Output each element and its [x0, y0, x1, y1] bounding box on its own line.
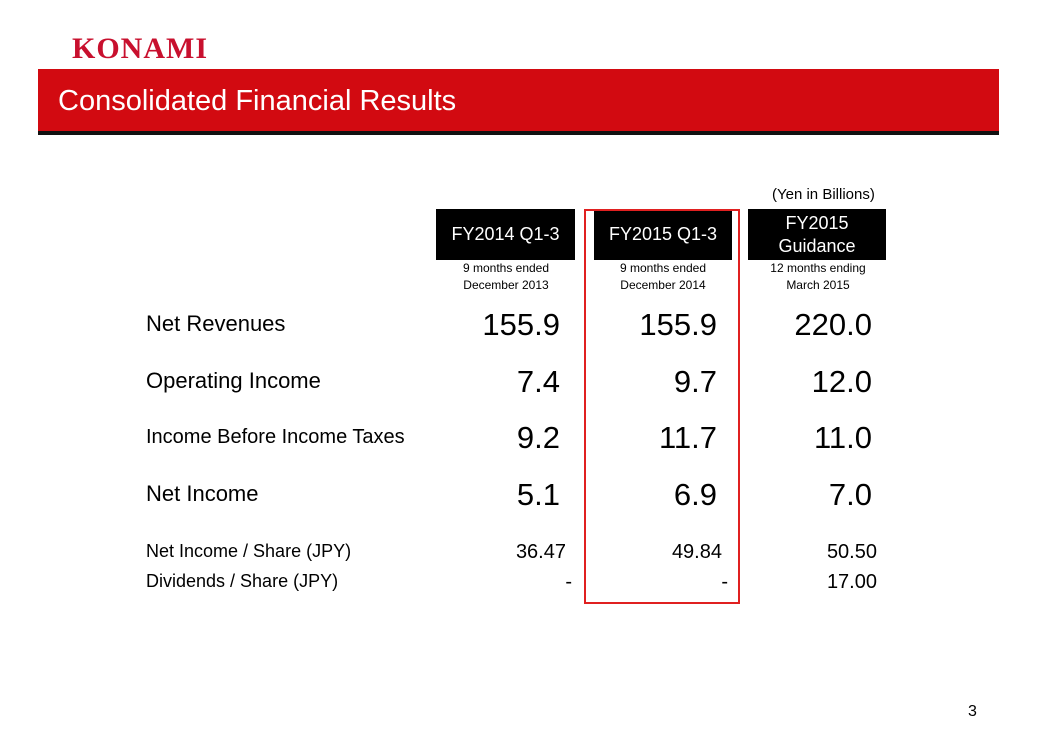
row-label-net-income-per-share: Net Income / Share (JPY) [146, 541, 352, 561]
value-net-income-per-share-fy2014: 36.47 [515, 541, 566, 563]
value-dividends-per-share-fy2015: - [721, 571, 728, 593]
value-net-income-per-share-guidance: 50.50 [826, 541, 877, 563]
column-subheader-line1: 12 months ending [770, 261, 866, 275]
value-dividends-per-share-guidance: 17.00 [826, 571, 877, 593]
value-operating-income-fy2015: 9.7 [673, 364, 717, 399]
column-subheader-line2: March 2015 [786, 278, 850, 292]
column-subheader-fy2015: 9 months ended December 2014 [588, 260, 738, 294]
page-title: Consolidated Financial Results [58, 85, 457, 117]
column-header-label: FY2015 Q1-3 [608, 224, 718, 244]
value-net-income-guidance: 7.0 [828, 477, 872, 512]
value-operating-income-guidance: 12.0 [811, 364, 872, 399]
column-header-label: FY2014 Q1-3 [451, 224, 560, 244]
value-income-before-taxes-fy2015: 11.7 [658, 420, 717, 455]
value-income-before-taxes-guidance: 11.0 [813, 420, 872, 455]
row-label-income-before-taxes: Income Before Income Taxes [146, 426, 405, 448]
value-dividends-per-share-fy2014: - [565, 571, 572, 593]
column-header-label-line1: FY2015 [785, 212, 849, 233]
value-net-revenues-guidance: 220.0 [794, 307, 872, 342]
column-header-label-line2: Guidance [778, 235, 856, 256]
column-subheader-fy2014: 9 months ended December 2013 [431, 260, 581, 294]
value-net-income-fy2015: 6.9 [673, 477, 717, 512]
value-net-revenues-fy2014: 155.9 [482, 307, 560, 342]
row-label-dividends-per-share: Dividends / Share (JPY) [146, 571, 339, 591]
column-header-fy2015-guidance: FY2015 Guidance [748, 209, 886, 260]
column-subheader-guidance: 12 months ending March 2015 [743, 260, 893, 294]
row-label-net-revenues: Net Revenues [146, 311, 286, 336]
column-subheader-line2: December 2013 [463, 278, 549, 292]
page-number: 3 [968, 703, 977, 720]
fy2015-highlight-box [584, 209, 740, 604]
konami-logo: KONAMI [72, 32, 208, 65]
column-subheader-line1: 9 months ended [462, 261, 550, 275]
value-income-before-taxes-fy2014: 9.2 [516, 420, 560, 455]
title-bar: Consolidated Financial Results [38, 69, 999, 135]
column-subheader-line2: December 2014 [620, 278, 706, 292]
unit-note: (Yen in Billions) [772, 186, 875, 203]
row-label-operating-income: Operating Income [146, 368, 321, 393]
column-header-fy2015-q1-3: FY2015 Q1-3 [594, 209, 732, 260]
row-label-net-income: Net Income [146, 481, 259, 506]
value-net-revenues-fy2015: 155.9 [639, 307, 717, 342]
value-net-income-per-share-fy2015: 49.84 [671, 541, 722, 563]
column-subheader-line1: 9 months ended [619, 261, 707, 275]
value-net-income-fy2014: 5.1 [516, 477, 560, 512]
column-header-fy2014-q1-3: FY2014 Q1-3 [436, 209, 575, 260]
value-operating-income-fy2014: 7.4 [516, 364, 560, 399]
